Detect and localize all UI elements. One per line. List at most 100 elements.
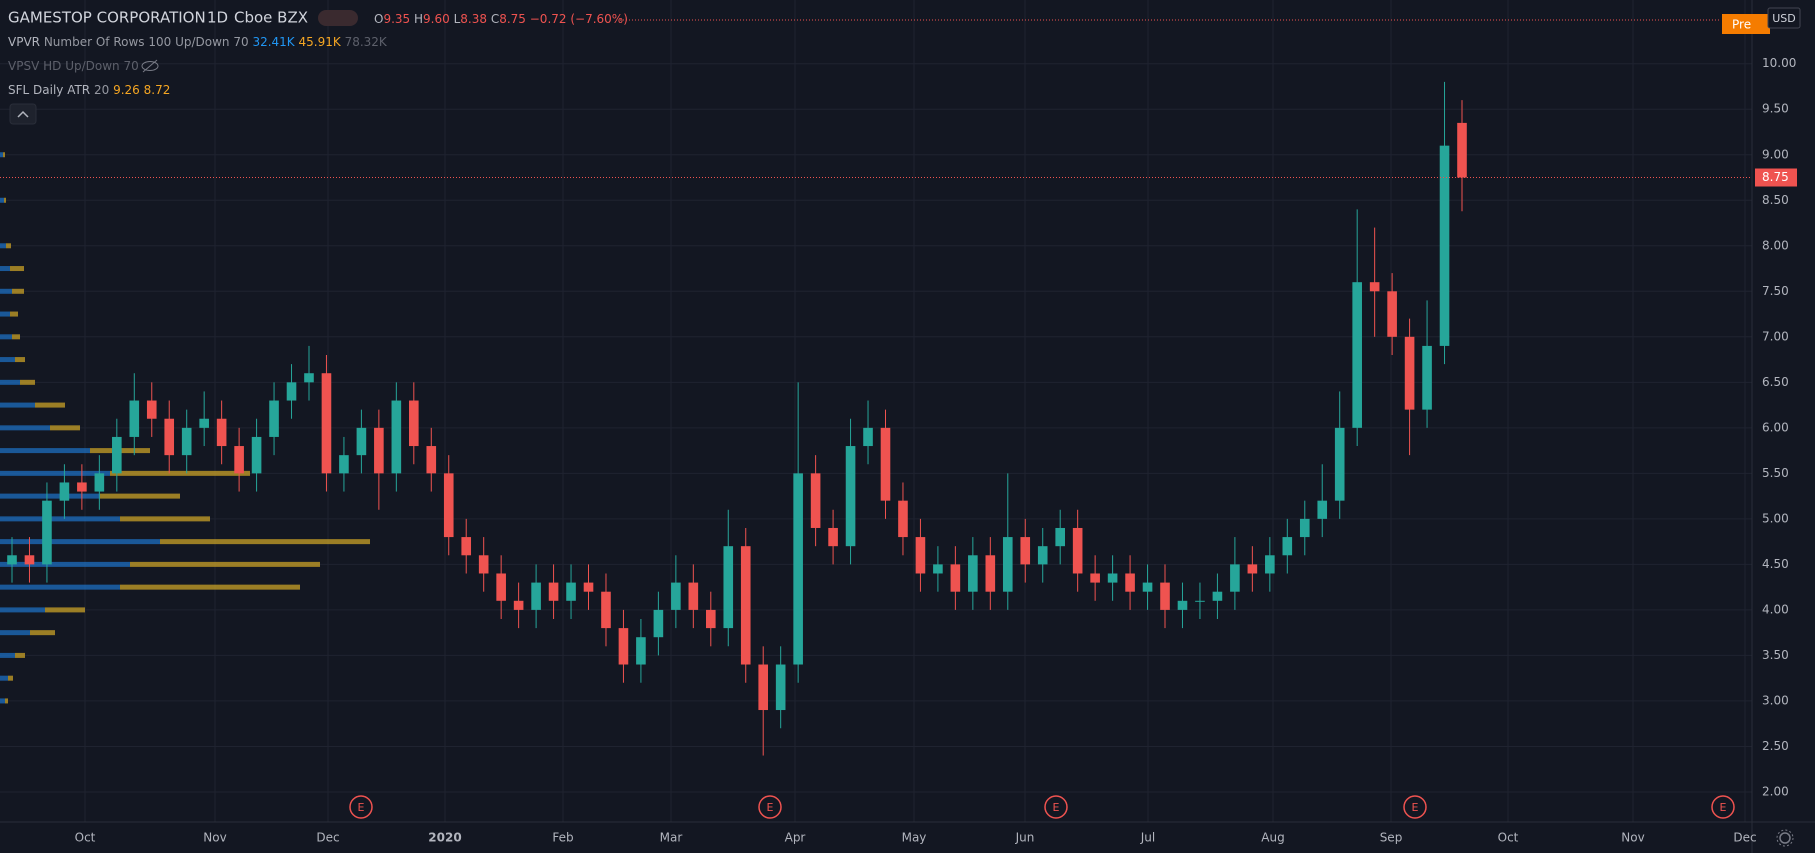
x-tick-label: Nov [203,831,226,845]
candle-body [548,582,559,601]
candle-body [601,591,611,629]
profile-up [0,652,15,658]
event-marker[interactable] [758,795,782,819]
profile-up [0,561,130,567]
candle-body [1369,282,1380,292]
x-tick-label: Aug [1261,831,1284,845]
event-label: E [1412,801,1419,814]
event-label: E [767,801,774,814]
event-marker[interactable] [1711,795,1735,819]
indicator-name: VPVR [8,35,40,49]
candle-body [950,564,961,592]
candle-body [216,418,227,447]
y-tick-label: 2.00 [1762,784,1789,798]
candle-body [112,436,122,474]
profile-down [20,379,35,385]
y-tick-label: 9.50 [1762,102,1789,116]
candle-body [688,582,699,610]
symbol: GAMESTOP CORPORATION [8,9,206,27]
profile-down [30,630,55,636]
candle-body [1037,546,1048,565]
market-status[interactable] [318,10,358,26]
profile-down [8,675,13,681]
profile-up [0,698,5,704]
candle-body [653,609,664,638]
y-tick-label: 7.50 [1762,284,1789,298]
y-tick-label: 3.00 [1762,693,1789,707]
candle-body [566,582,576,601]
candle-body [1439,145,1450,346]
time-axis: Oct Nov Dec 2020 Feb Mar Apr May Jun Jul Aug Sep Oct… [75,831,1757,845]
hidden-icon[interactable] [141,59,159,73]
event-marker[interactable] [1403,795,1427,819]
indicator[interactable]: SFL Daily ATR 20 9.26 8.72 [8,83,170,97]
interval: 1D [207,9,228,27]
y-tick-label: 8.50 [1762,193,1789,207]
candle-body [356,427,367,456]
candle-body [374,427,384,474]
x-tick-label: Dec [316,831,339,845]
candle-body [1125,573,1135,592]
event-label: E [1720,801,1727,814]
profile-down [160,539,370,545]
settings-icon[interactable] [1776,829,1794,847]
profile-down [15,652,25,658]
candle-body [461,537,472,556]
candle-body [636,637,646,665]
candle-body [1334,427,1345,501]
candle-body [286,382,297,401]
collapse-button[interactable] [9,103,37,125]
candle-body [583,582,594,592]
candle-body [1247,564,1258,574]
currency-badge[interactable] [1767,7,1801,29]
candle-body [1072,527,1083,574]
candle-body [1002,537,1013,592]
y-tick-label: 5.00 [1762,511,1789,525]
x-tick-label: Apr [785,831,806,845]
candle-body [478,555,489,574]
candle-body [758,664,769,711]
candle-body [199,418,209,428]
ohlc-value: 9.60 [423,12,450,26]
profile-down [4,197,6,203]
x-tick-label: Dec [1733,831,1756,845]
indicator[interactable]: VPVR Number Of Rows 100 Up/Down 70 32.41… [8,35,388,49]
profile-down [10,266,24,272]
candle-body [985,555,996,592]
indicator-value: 32.41K [252,35,295,49]
profile-up [0,357,15,363]
event-marker[interactable] [1044,795,1068,819]
candle-body [898,500,908,538]
profile-up [0,379,20,385]
candle-body [164,418,175,456]
event-marker[interactable] [349,795,373,819]
candle-body [513,600,524,610]
candle-body [810,473,821,528]
candle-body [443,473,454,538]
profile-up [0,402,35,408]
y-tick-label: 8.00 [1762,238,1789,252]
profile-down [6,243,11,249]
indicator[interactable]: VPSV HD Up/Down 70 [8,59,139,73]
price-axis: 2.00 2.50 3.00 3.50 4.00 4.50 5.00 5.50 6.00 6.50… [1755,56,1797,798]
candle-body [828,527,838,547]
y-tick-label: 9.00 [1762,147,1789,161]
ohlc-key: O [374,12,383,26]
candle-body [1090,573,1100,583]
profile-up [0,334,12,340]
y-tick-label: 2.50 [1762,739,1789,753]
candle-body [129,400,140,437]
candle-body [304,373,314,383]
y-tick-label: 10.00 [1762,56,1796,70]
profile-down [100,493,180,499]
candle-body [181,427,192,456]
profile-up [0,197,4,203]
profile-up [0,425,50,431]
candle-body [146,400,157,419]
profile-up [0,470,110,476]
candle-body [94,473,105,492]
candle-body [723,546,734,629]
candle-body [1212,591,1223,601]
profile-up [0,243,6,249]
